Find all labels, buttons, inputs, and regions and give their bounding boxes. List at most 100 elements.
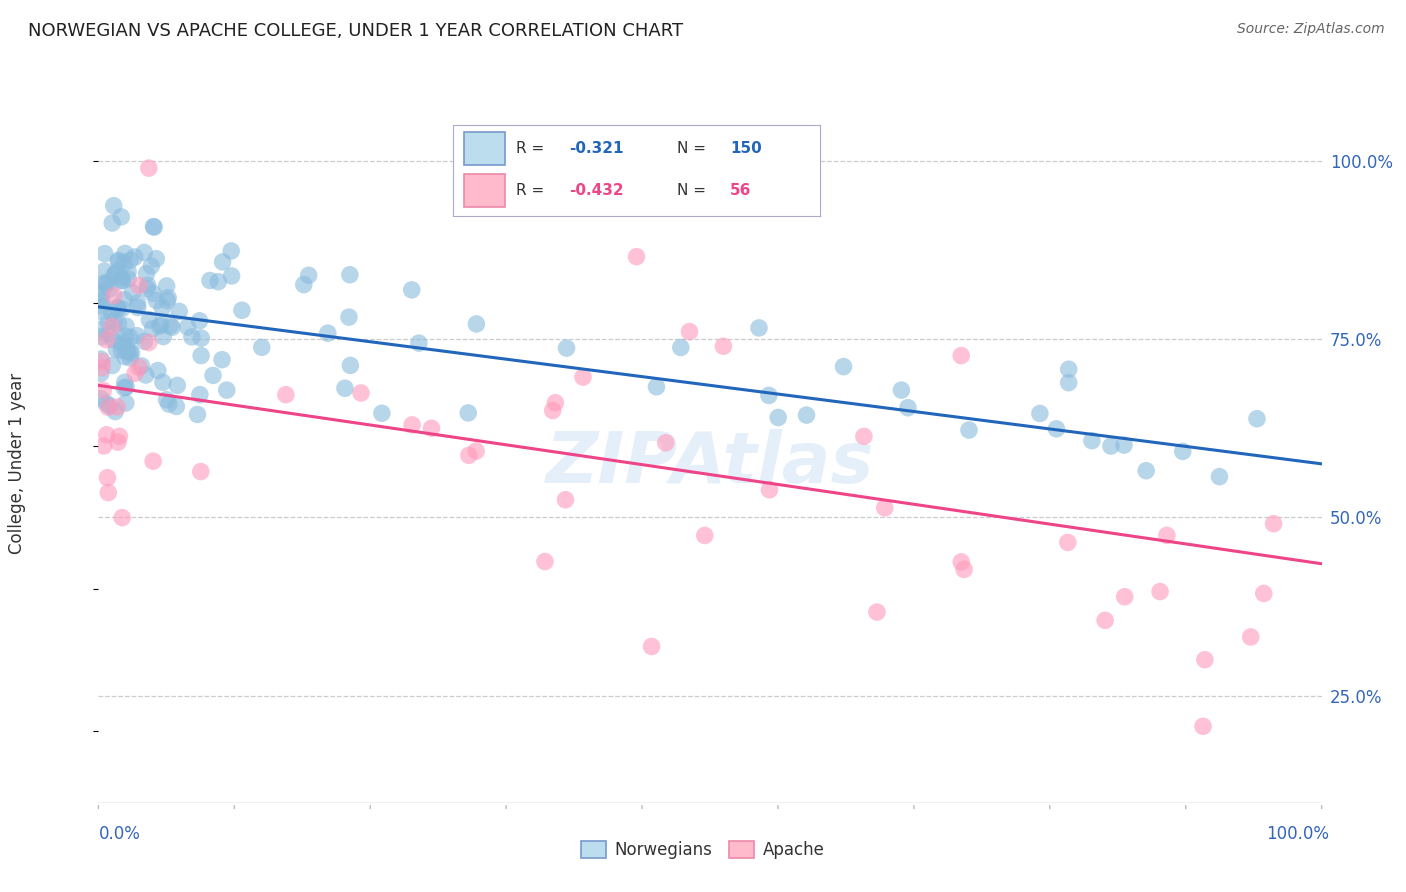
Point (120, 253, 142, 268)
Point (115, 319, 138, 334)
Point (138, 313, 160, 327)
Point (1135, 464, 1157, 478)
Point (143, 220, 166, 235)
Point (758, 388, 780, 402)
Point (950, 555, 973, 569)
Point (103, 315, 125, 329)
Point (953, 562, 976, 576)
Point (97, 327, 120, 342)
Point (333, 381, 356, 395)
Point (101, 319, 124, 334)
Point (114, 246, 136, 260)
Point (180, 330, 202, 344)
Point (873, 500, 896, 515)
Text: College, Under 1 year: College, Under 1 year (8, 373, 25, 555)
Point (211, 352, 233, 367)
Point (160, 320, 183, 334)
Point (186, 408, 208, 422)
Point (572, 370, 595, 384)
Point (124, 250, 146, 264)
Point (457, 448, 479, 462)
Text: NORWEGIAN VS APACHE COLLEGE, UNDER 1 YEAR CORRELATION CHART: NORWEGIAN VS APACHE COLLEGE, UNDER 1 YEA… (28, 22, 683, 40)
Point (141, 322, 163, 336)
Point (108, 429, 131, 443)
Point (146, 363, 169, 377)
Point (156, 279, 179, 293)
Point (748, 321, 770, 335)
Point (111, 273, 134, 287)
Point (897, 401, 920, 415)
Point (766, 410, 789, 425)
Point (292, 277, 315, 292)
Point (1081, 434, 1104, 448)
Point (107, 253, 129, 268)
Point (1114, 590, 1136, 604)
Point (350, 386, 373, 401)
Point (111, 301, 134, 316)
Point (111, 510, 134, 524)
Point (950, 349, 973, 363)
Point (90, 392, 112, 406)
Point (117, 272, 139, 286)
Point (190, 349, 212, 363)
Point (1094, 613, 1116, 627)
Point (176, 319, 198, 334)
Point (91, 354, 114, 368)
Point (101, 305, 124, 319)
Point (136, 278, 159, 293)
Point (91, 305, 114, 319)
Point (124, 366, 146, 380)
Point (93, 264, 115, 278)
Point (188, 387, 211, 401)
Point (105, 264, 128, 278)
Point (103, 268, 125, 283)
Point (157, 291, 180, 305)
Point (121, 285, 143, 300)
Point (97, 485, 120, 500)
Point (145, 293, 167, 308)
Point (112, 293, 135, 307)
Point (166, 378, 188, 392)
Point (117, 344, 139, 359)
Point (112, 381, 135, 395)
Point (316, 326, 339, 341)
Point (105, 301, 128, 315)
Point (165, 400, 187, 414)
Point (105, 343, 128, 357)
Point (1057, 362, 1080, 376)
Point (211, 255, 233, 269)
Point (90, 322, 112, 336)
Point (115, 380, 138, 394)
Point (112, 335, 135, 350)
Point (108, 254, 131, 268)
Point (107, 317, 129, 331)
Point (1099, 439, 1122, 453)
Point (544, 396, 567, 410)
Point (669, 341, 692, 355)
Point (1171, 444, 1194, 458)
Point (1246, 411, 1268, 425)
Point (90, 330, 112, 344)
Point (131, 359, 153, 373)
Point (110, 271, 132, 285)
Point (711, 339, 734, 353)
Point (678, 325, 700, 339)
Point (135, 267, 157, 281)
Point (96, 396, 118, 410)
Point (231, 303, 253, 318)
Point (202, 368, 225, 383)
Point (1192, 719, 1215, 733)
Point (142, 454, 165, 468)
Point (1194, 653, 1216, 667)
Point (114, 350, 136, 364)
Point (120, 330, 142, 344)
Point (1057, 376, 1080, 390)
Point (107, 435, 129, 450)
Point (142, 219, 165, 234)
Point (152, 376, 174, 390)
Point (90, 367, 112, 381)
Point (640, 640, 662, 654)
Point (150, 301, 173, 315)
Point (371, 406, 394, 420)
Point (274, 387, 297, 401)
